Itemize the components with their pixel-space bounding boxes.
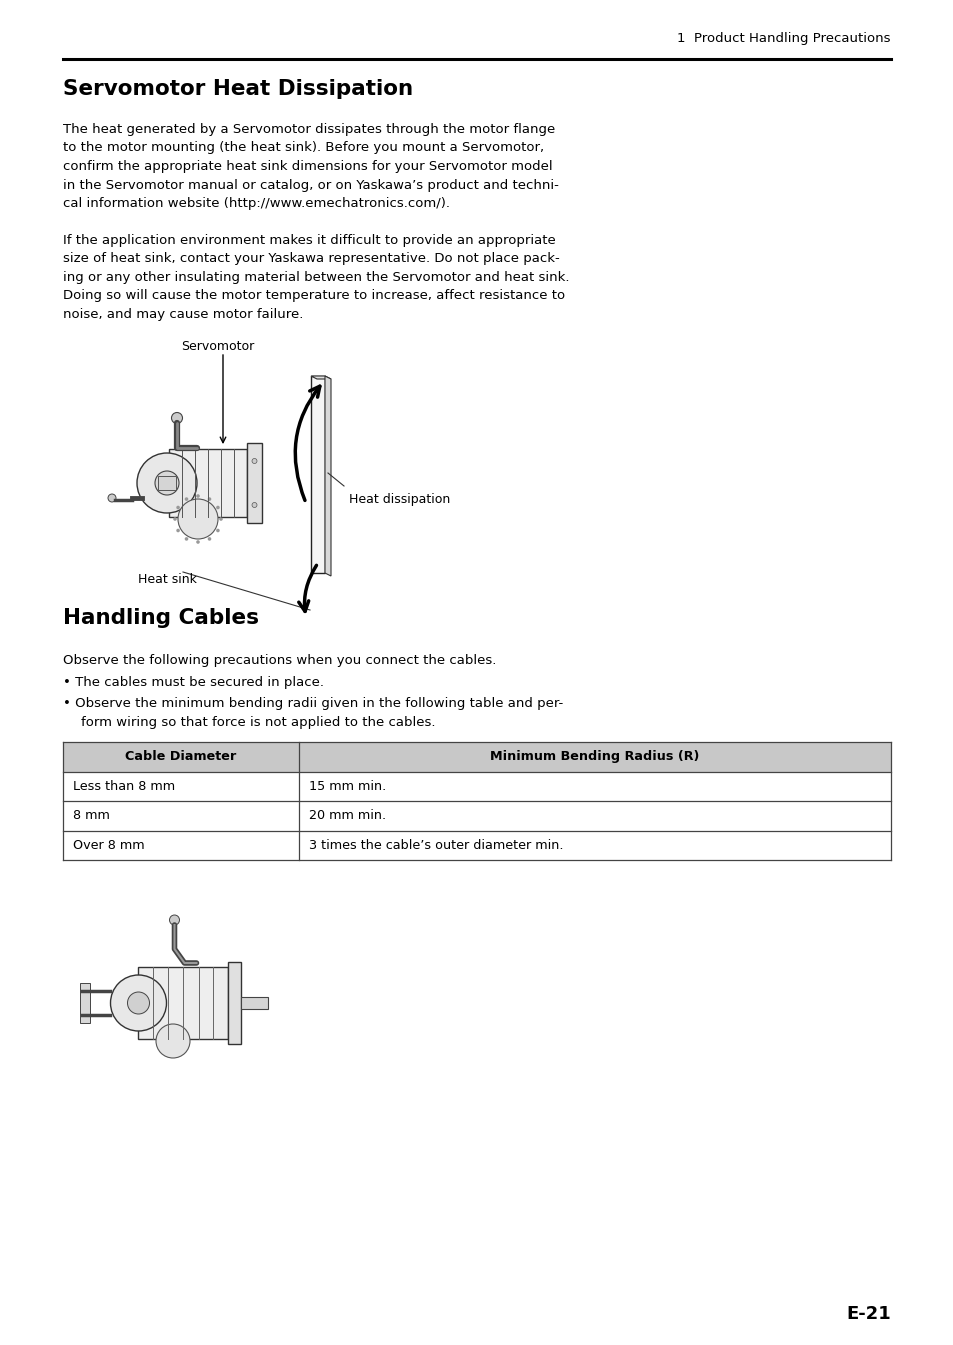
Text: 15 mm min.: 15 mm min. xyxy=(309,780,386,792)
Bar xyxy=(229,962,241,1044)
Text: noise, and may cause motor failure.: noise, and may cause motor failure. xyxy=(63,308,303,320)
Text: size of heat sink, contact your Yaskawa representative. Do not place pack-: size of heat sink, contact your Yaskawa … xyxy=(63,252,559,265)
Circle shape xyxy=(185,498,188,500)
Bar xyxy=(247,443,262,523)
Text: The heat generated by a Servomotor dissipates through the motor flange: The heat generated by a Servomotor dissi… xyxy=(63,122,555,136)
Text: 8 mm: 8 mm xyxy=(73,810,110,822)
Circle shape xyxy=(219,518,223,521)
FancyBboxPatch shape xyxy=(158,476,175,490)
Bar xyxy=(138,967,229,1038)
Text: Observe the following precautions when you connect the cables.: Observe the following precautions when y… xyxy=(63,654,496,667)
Circle shape xyxy=(208,537,211,541)
Circle shape xyxy=(252,459,256,464)
Circle shape xyxy=(156,1024,190,1059)
Text: in the Servomotor manual or catalog, or on Yaskawa’s product and techni-: in the Servomotor manual or catalog, or … xyxy=(63,179,558,191)
Text: Handling Cables: Handling Cables xyxy=(63,608,258,628)
Circle shape xyxy=(176,506,180,510)
Text: 20 mm min.: 20 mm min. xyxy=(309,810,386,822)
Circle shape xyxy=(185,537,188,541)
Text: form wiring so that force is not applied to the cables.: form wiring so that force is not applied… xyxy=(81,716,435,729)
Circle shape xyxy=(173,518,176,521)
Circle shape xyxy=(154,471,179,495)
Circle shape xyxy=(137,453,196,512)
Text: Heat dissipation: Heat dissipation xyxy=(349,494,450,506)
Bar xyxy=(63,802,890,830)
Bar xyxy=(63,742,890,772)
Polygon shape xyxy=(311,377,331,379)
Text: Heat sink: Heat sink xyxy=(138,573,196,586)
Text: If the application environment makes it difficult to provide an appropriate: If the application environment makes it … xyxy=(63,234,556,246)
Text: • The cables must be secured in place.: • The cables must be secured in place. xyxy=(63,675,324,689)
Circle shape xyxy=(128,993,150,1014)
Bar xyxy=(63,772,890,802)
FancyBboxPatch shape xyxy=(169,449,247,516)
Circle shape xyxy=(208,498,211,500)
Circle shape xyxy=(178,499,218,539)
Circle shape xyxy=(111,975,167,1032)
Text: Doing so will cause the motor temperature to increase, affect resistance to: Doing so will cause the motor temperatur… xyxy=(63,289,564,303)
Text: • Observe the minimum bending radii given in the following table and per-: • Observe the minimum bending radii give… xyxy=(63,697,562,710)
Circle shape xyxy=(108,494,116,502)
Bar xyxy=(63,830,890,859)
Bar xyxy=(241,997,267,1009)
Text: E-21: E-21 xyxy=(845,1305,890,1323)
Circle shape xyxy=(216,506,219,510)
Text: cal information website (http://www.emechatronics.com/).: cal information website (http://www.emec… xyxy=(63,196,450,210)
Circle shape xyxy=(216,529,219,533)
Text: Servomotor: Servomotor xyxy=(181,340,254,352)
Circle shape xyxy=(196,541,199,543)
Circle shape xyxy=(170,915,179,925)
Text: Minimum Bending Radius (R): Minimum Bending Radius (R) xyxy=(490,751,699,763)
Circle shape xyxy=(196,494,199,498)
FancyBboxPatch shape xyxy=(80,983,91,1024)
Text: Less than 8 mm: Less than 8 mm xyxy=(73,780,175,792)
Text: Servomotor Heat Dissipation: Servomotor Heat Dissipation xyxy=(63,79,413,100)
Text: Cable Diameter: Cable Diameter xyxy=(125,751,236,763)
Circle shape xyxy=(176,529,180,533)
Text: ing or any other insulating material between the Servomotor and heat sink.: ing or any other insulating material bet… xyxy=(63,270,569,284)
Circle shape xyxy=(252,503,256,507)
Text: confirm the appropriate heat sink dimensions for your Servomotor model: confirm the appropriate heat sink dimens… xyxy=(63,160,552,174)
Polygon shape xyxy=(325,377,331,576)
Text: Over 8 mm: Over 8 mm xyxy=(73,839,145,851)
Text: 1  Product Handling Precautions: 1 Product Handling Precautions xyxy=(677,32,890,44)
Text: 3 times the cable’s outer diameter min.: 3 times the cable’s outer diameter min. xyxy=(309,839,563,851)
Bar xyxy=(311,377,325,573)
Text: to the motor mounting (the heat sink). Before you mount a Servomotor,: to the motor mounting (the heat sink). B… xyxy=(63,141,543,155)
Circle shape xyxy=(172,413,182,424)
